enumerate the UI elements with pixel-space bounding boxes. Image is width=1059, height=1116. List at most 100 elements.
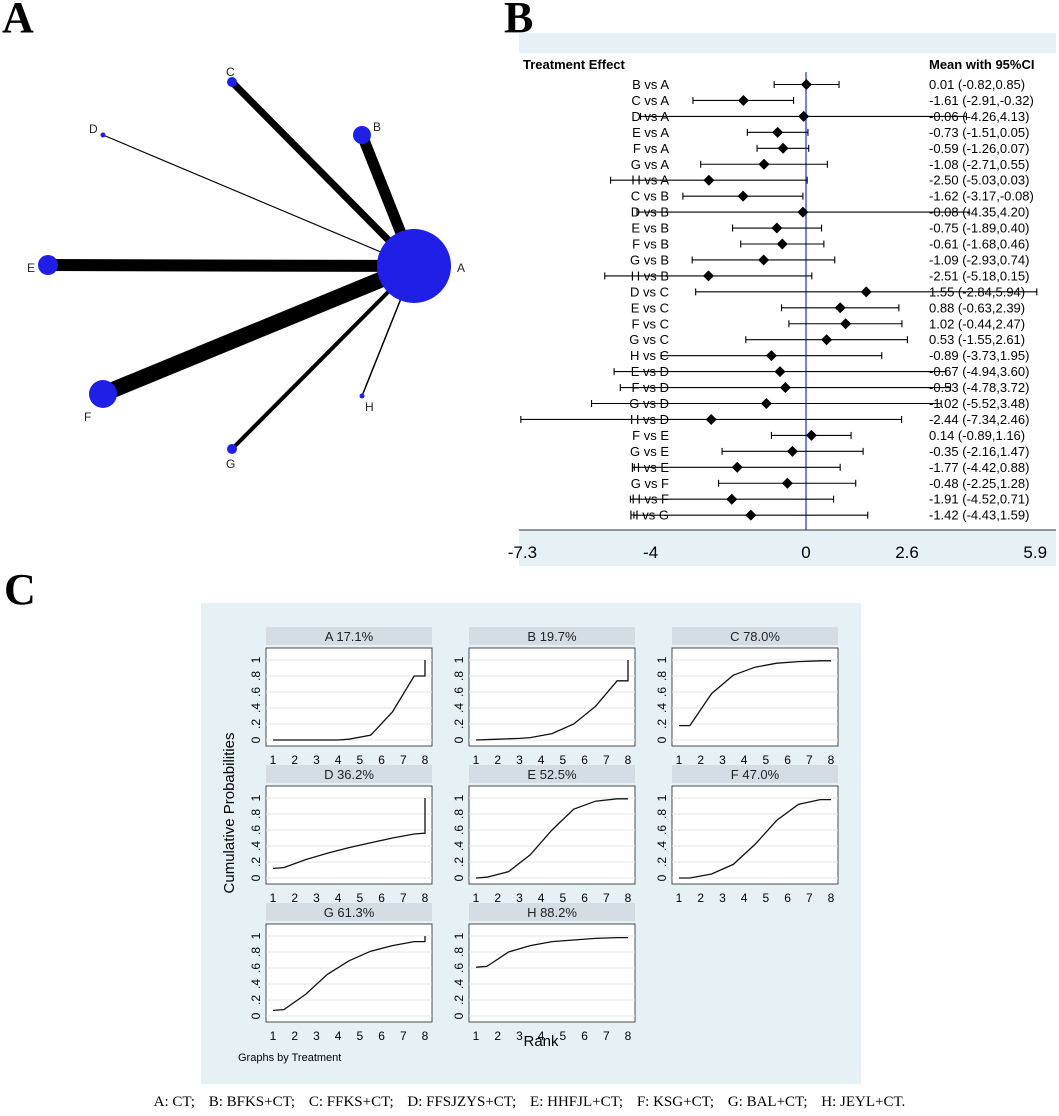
ranking-x-tick: 6 bbox=[378, 1029, 385, 1043]
ranking-x-tick: 5 bbox=[763, 891, 770, 905]
ranking-x-tick: 5 bbox=[357, 1029, 364, 1043]
ranking-panel-title: A 17.1% bbox=[325, 629, 374, 644]
ranking-x-tick: 7 bbox=[603, 1029, 610, 1043]
ranking-plot-area bbox=[671, 647, 839, 747]
ranking-y-tick: .2 bbox=[249, 995, 263, 1005]
ranking-x-tick: 6 bbox=[581, 753, 588, 767]
ranking-y-tick: 1 bbox=[249, 656, 263, 663]
ranking-y-tick: 0 bbox=[249, 874, 263, 881]
ranking-plot-area bbox=[468, 785, 636, 885]
ranking-curve bbox=[679, 660, 831, 727]
ranking-x-tick: 4 bbox=[741, 753, 748, 767]
ranking-y-tick: .6 bbox=[249, 687, 263, 697]
ranking-x-tick: 3 bbox=[313, 1029, 320, 1043]
ranking-x-tick: 2 bbox=[494, 891, 501, 905]
ranking-y-tick: .8 bbox=[655, 809, 669, 819]
network-edge bbox=[102, 134, 415, 267]
ranking-panel-title-bar bbox=[469, 765, 635, 783]
ranking-y-tick: .6 bbox=[655, 687, 669, 697]
panel-label-a: A bbox=[2, 0, 34, 42]
ranking-y-tick: 1 bbox=[249, 932, 263, 939]
legend-item: H: JEYL+CT. bbox=[821, 1094, 906, 1110]
legend-item: A: CT; bbox=[153, 1094, 195, 1110]
network-node bbox=[89, 380, 117, 408]
forest-row-label: C vs B bbox=[631, 189, 669, 204]
ranking-y-tick: 0 bbox=[452, 874, 466, 881]
legend-item: D: FFSJZYS+CT; bbox=[407, 1094, 517, 1110]
ranking-panel-title-bar bbox=[672, 627, 838, 645]
ranking-curve bbox=[679, 798, 831, 879]
ranking-y-tick: .4 bbox=[249, 979, 263, 989]
forest-row-label: G vs A bbox=[631, 157, 670, 172]
forest-point bbox=[834, 302, 846, 314]
network-node bbox=[353, 126, 371, 144]
ranking-x-tick: 4 bbox=[335, 891, 342, 905]
forest-row-value: 0.88 (-0.63,2.39) bbox=[929, 300, 1025, 315]
network-node-label: F bbox=[84, 410, 91, 424]
ranking-y-tick: .8 bbox=[452, 947, 466, 957]
forest-row-value: -2.50 (-5.03,0.03) bbox=[929, 173, 1029, 188]
ranking-panel-title: E 52.5% bbox=[527, 767, 577, 782]
ranking-panel-title: F 47.0% bbox=[731, 767, 780, 782]
forest-row-value: -0.67 (-4.94,3.60) bbox=[929, 364, 1029, 379]
ranking-y-tick: .8 bbox=[655, 671, 669, 681]
ranking-x-tick: 5 bbox=[560, 753, 567, 767]
ranking-x-tick: 4 bbox=[335, 1029, 342, 1043]
forest-point bbox=[777, 142, 789, 154]
network-node-label: G bbox=[226, 457, 235, 471]
forest-row-value: -0.75 (-1.89,0.40) bbox=[929, 221, 1029, 236]
forest-row-label: E vs A bbox=[632, 125, 669, 140]
ranking-y-tick: .2 bbox=[249, 857, 263, 867]
panel-label-c: C bbox=[4, 565, 36, 614]
forest-x-tick: 0 bbox=[801, 543, 810, 562]
ranking-y-tick: .6 bbox=[655, 825, 669, 835]
ranking-x-tick: 1 bbox=[473, 1029, 480, 1043]
ranking-y-tick: 0 bbox=[452, 1012, 466, 1019]
ranking-x-tick: 8 bbox=[422, 753, 429, 767]
network-node-label: D bbox=[89, 122, 98, 136]
ranking-y-tick: .2 bbox=[655, 857, 669, 867]
forest-point bbox=[860, 286, 872, 298]
forest-row-value: -1.77 (-4.42,0.88) bbox=[929, 460, 1029, 475]
forest-row-value: -0.08 (-4.35,4.20) bbox=[929, 205, 1029, 220]
ranking-curve bbox=[475, 936, 628, 968]
ranking-y-tick: .6 bbox=[452, 963, 466, 973]
ranking-plot-area bbox=[468, 647, 636, 747]
network-node-label: A bbox=[457, 261, 465, 275]
ranking-y-tick: 1 bbox=[655, 794, 669, 801]
ranking-y-tick: .8 bbox=[249, 809, 263, 819]
legend-item: F: KSG+CT; bbox=[636, 1094, 715, 1110]
forest-row-label: C vs A bbox=[631, 93, 669, 108]
legend-item: G: BAL+CT; bbox=[727, 1094, 808, 1110]
ranking-y-tick: .6 bbox=[249, 825, 263, 835]
ranking-y-tick: .4 bbox=[655, 703, 669, 713]
ranking-panel-title: C 78.0% bbox=[730, 629, 780, 644]
forest-row-label: H vs C bbox=[630, 348, 669, 363]
forest-point bbox=[786, 445, 798, 457]
panel-label-b: B bbox=[504, 0, 534, 42]
ranking-y-tick: .4 bbox=[249, 841, 263, 851]
ranking-x-tick: 2 bbox=[494, 1029, 501, 1043]
treatment-legend: A: CT; B: BFKS+CT; C: FFKS+CT; D: FFSJZY… bbox=[0, 1094, 1059, 1111]
forest-row-label: G vs F bbox=[631, 476, 669, 491]
forest-row-value: -2.51 (-5.18,0.15) bbox=[929, 268, 1029, 283]
forest-row-value: -0.53 (-4.78,3.72) bbox=[929, 380, 1029, 395]
ranking-panel-title-bar bbox=[266, 627, 432, 645]
forest-row-label: D vs C bbox=[630, 284, 669, 299]
forest-plot: Treatment Effect Mean with 95%CI B vs A 0.0… bbox=[508, 33, 1056, 566]
ranking-y-tick: .2 bbox=[452, 719, 466, 729]
ranking-plot-area bbox=[265, 923, 433, 1023]
legend-item: C: FFKS+CT; bbox=[308, 1094, 394, 1110]
forest-point bbox=[731, 461, 743, 473]
ranking-x-tick: 8 bbox=[625, 891, 632, 905]
forest-row-value: -0.59 (-1.26,0.07) bbox=[929, 141, 1029, 156]
ranking-x-tick: 7 bbox=[400, 891, 407, 905]
forest-point bbox=[797, 206, 809, 218]
forest-point bbox=[800, 79, 812, 90]
ranking-panel-title-bar bbox=[469, 627, 635, 645]
network-edge bbox=[47, 259, 415, 272]
ranking-y-tick: .4 bbox=[452, 841, 466, 851]
ranking-y-tick: .2 bbox=[249, 719, 263, 729]
ranking-x-tick: 2 bbox=[291, 1029, 298, 1043]
ranking-y-tick: 1 bbox=[452, 932, 466, 939]
